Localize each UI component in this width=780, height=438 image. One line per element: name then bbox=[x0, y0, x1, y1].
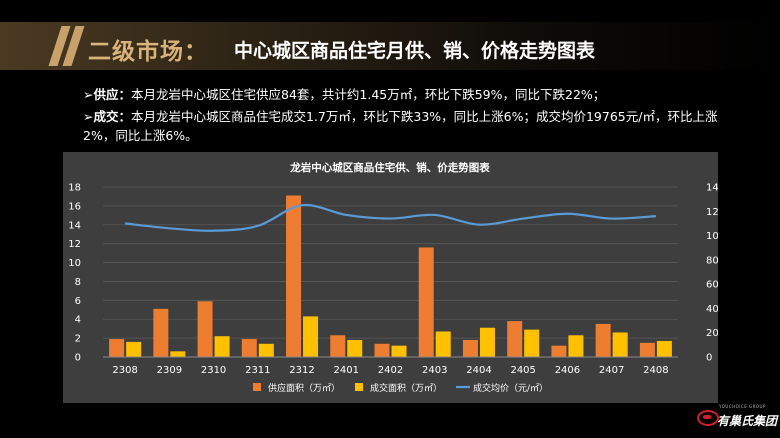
x-axis-tick-label: 2407 bbox=[599, 365, 624, 376]
y-axis-tick-label: 4 bbox=[75, 315, 81, 326]
bar-supply bbox=[153, 308, 169, 357]
bar-transaction bbox=[303, 316, 319, 357]
y-axis-tick-label: 18 bbox=[68, 183, 81, 194]
trend-chart: 龙岩中心城区商品住宅供、销、价走势图表 0 2 4 6 8 10 12 14 16 18 0 2000 4… bbox=[63, 152, 718, 403]
bar-supply bbox=[330, 335, 346, 357]
x-axis-tick-label: 2401 bbox=[334, 365, 359, 376]
bar-supply bbox=[197, 301, 213, 357]
bar-transaction bbox=[170, 351, 186, 357]
page-title-prefix: 二级市场： bbox=[88, 39, 208, 65]
logo-small-text: YOUCHOICE GROUP bbox=[719, 404, 766, 409]
y2-axis-tick-label: 8000 bbox=[706, 255, 718, 266]
y-axis-tick-label: 10 bbox=[68, 258, 81, 269]
transaction-bullet-text: 本月龙岩中心城区商品住宅成交1.7万㎡，环比下跌33%，同比上涨6%；成交均价1… bbox=[83, 109, 718, 143]
bar-supply bbox=[109, 339, 125, 357]
bar-supply bbox=[418, 247, 434, 357]
legend-swatch-transaction bbox=[355, 383, 363, 391]
bar-transaction bbox=[435, 331, 451, 357]
y2-axis-tick-label: 10000 bbox=[706, 231, 718, 242]
x-axis-tick-label: 2404 bbox=[466, 365, 491, 376]
supply-bullet: ➢供应：本月龙岩中心城区住宅供应84套，共计约1.45万㎡，环比下跌59%，同比… bbox=[83, 85, 723, 104]
x-axis-tick-label: 2310 bbox=[201, 365, 226, 376]
legend-swatch-supply bbox=[253, 383, 261, 391]
bar-transaction bbox=[391, 345, 407, 357]
y2-axis-tick-label: 14000 bbox=[706, 183, 718, 194]
bar-transaction bbox=[258, 343, 274, 357]
bar-supply bbox=[595, 323, 611, 357]
bar-supply bbox=[462, 340, 478, 357]
bar-supply bbox=[507, 321, 523, 357]
page-title: 中心城区商品住宅月供、销、价格走势图表 bbox=[234, 40, 596, 62]
x-axis-tick-label: 2311 bbox=[245, 365, 270, 376]
bar-supply bbox=[241, 339, 257, 357]
y-axis-tick-label: 12 bbox=[68, 239, 81, 250]
legend-label: 成交面积（万㎡） bbox=[370, 382, 442, 394]
x-axis-tick-label: 2312 bbox=[289, 365, 314, 376]
x-axis-tick-label: 2309 bbox=[157, 365, 182, 376]
trend-chart-svg: 龙岩中心城区商品住宅供、销、价走势图表 0 2 4 6 8 10 12 14 16 18 0 2000 4… bbox=[68, 161, 718, 394]
bar-transaction bbox=[479, 327, 495, 357]
bar-transaction bbox=[214, 336, 230, 357]
y2-axis-tick-label: 0 bbox=[706, 353, 712, 364]
y-axis-tick-label: 14 bbox=[68, 220, 81, 231]
bar-transaction bbox=[612, 332, 628, 357]
price-line bbox=[124, 203, 656, 232]
bar-supply bbox=[374, 343, 390, 357]
y2-axis-tick-label: 12000 bbox=[706, 207, 718, 218]
bar-supply bbox=[286, 195, 302, 357]
y-axis-tick-label: 16 bbox=[68, 201, 81, 212]
legend-label: 供应面积（万㎡） bbox=[268, 382, 340, 394]
bar-transaction bbox=[524, 329, 540, 357]
nest-logo-icon bbox=[697, 410, 719, 426]
bar-transaction bbox=[568, 335, 584, 357]
supply-bullet-text: 本月龙岩中心城区住宅供应84套，共计约1.45万㎡，环比下跌59%，同比下跌22… bbox=[130, 87, 606, 102]
chart-title: 龙岩中心城区商品住宅供、销、价走势图表 bbox=[289, 161, 490, 174]
bar-supply bbox=[639, 342, 655, 357]
bar-transaction bbox=[347, 340, 363, 357]
bar-supply bbox=[551, 345, 567, 357]
bar-transaction bbox=[656, 340, 672, 357]
x-axis-tick-label: 2308 bbox=[112, 365, 137, 376]
company-logo: YOUCHOICE GROUP 有巢氏集团 bbox=[697, 404, 777, 434]
y-axis-tick-label: 2 bbox=[75, 334, 81, 345]
y-axis-tick-label: 0 bbox=[75, 353, 81, 364]
summary-bullets: ➢供应：本月龙岩中心城区住宅供应84套，共计约1.45万㎡，环比下跌59%，同比… bbox=[83, 85, 723, 148]
transaction-bullet-label: ➢成交： bbox=[83, 109, 131, 124]
x-axis-tick-label: 2403 bbox=[422, 365, 447, 376]
logo-name: 有巢氏集团 bbox=[717, 414, 778, 428]
y-axis-tick-label: 8 bbox=[75, 277, 81, 288]
header-bar bbox=[0, 22, 780, 70]
y2-axis-tick-label: 6000 bbox=[706, 280, 718, 291]
transaction-bullet: ➢成交：本月龙岩中心城区商品住宅成交1.7万㎡，环比下跌33%，同比上涨6%；成… bbox=[83, 107, 723, 145]
y-axis-tick-label: 6 bbox=[75, 296, 81, 307]
x-axis-tick-label: 2408 bbox=[643, 365, 668, 376]
x-axis-tick-label: 2406 bbox=[555, 365, 580, 376]
bar-transaction bbox=[126, 341, 142, 357]
x-axis-tick-label: 2405 bbox=[510, 365, 535, 376]
supply-bullet-label: ➢供应： bbox=[83, 87, 131, 102]
legend-label: 成交均价（元/㎡） bbox=[473, 382, 548, 394]
y2-axis-tick-label: 4000 bbox=[706, 304, 718, 315]
x-axis-tick-label: 2402 bbox=[378, 365, 403, 376]
y2-axis-tick-label: 2000 bbox=[706, 328, 718, 339]
